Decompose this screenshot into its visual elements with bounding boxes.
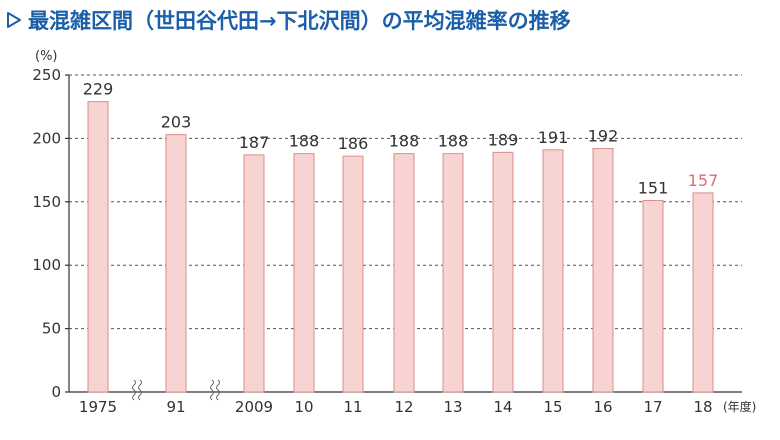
data-label-16: 192	[588, 127, 619, 146]
x-tick-label-12: 12	[394, 398, 413, 416]
x-tick-label-17: 17	[643, 398, 662, 416]
data-label-13: 188	[438, 132, 469, 151]
bar-18	[692, 192, 714, 393]
chart-title: 最混雑区間（世田谷代田→下北沢間）の平均混雑率の推移	[28, 9, 571, 33]
bar-13	[442, 153, 464, 393]
bar-17	[642, 200, 664, 393]
bar-12	[393, 153, 415, 393]
bar-2009	[243, 154, 265, 393]
data-label-10: 188	[289, 132, 320, 151]
data-label-12: 188	[389, 132, 420, 151]
y-tick-label-200: 200	[32, 129, 61, 147]
chart-title-block: 最混雑区間（世田谷代田→下北沢間）の平均混雑率の推移	[6, 4, 571, 36]
data-label-17: 151	[638, 179, 669, 198]
axis-break-mark-2-2	[216, 379, 220, 401]
x-tick-label-16: 16	[593, 398, 612, 416]
x-tick-label-91: 91	[166, 398, 185, 416]
x-tick-label-10: 10	[294, 398, 313, 416]
axis-break-mark-1-2	[138, 379, 142, 401]
data-label-2009: 187	[239, 133, 270, 152]
axis-break-mark-2-1	[210, 379, 214, 401]
x-unit-label: (年度)	[723, 399, 756, 414]
bar-91	[165, 134, 187, 393]
bar-10	[293, 153, 315, 393]
y-tick-label-100: 100	[32, 256, 61, 274]
y-unit-label: (%)	[35, 49, 58, 64]
x-tick-label-13: 13	[443, 398, 462, 416]
data-label-1975: 229	[83, 80, 114, 99]
axis-break-mark-1-1	[132, 379, 136, 401]
bar-11	[342, 155, 364, 393]
x-tick-label-14: 14	[493, 398, 512, 416]
data-label-14: 189	[488, 130, 519, 149]
y-tick-label-250: 250	[32, 66, 61, 84]
x-tick-label-18: 18	[693, 398, 712, 416]
x-tick-label-11: 11	[343, 398, 362, 416]
play-triangle-icon	[7, 12, 21, 28]
data-label-18: 157	[688, 171, 719, 190]
data-label-11: 186	[338, 134, 369, 153]
x-tick-label-1975: 1975	[79, 398, 117, 416]
data-label-15: 191	[538, 128, 569, 147]
y-tick-label-50: 50	[42, 320, 61, 338]
bar-15	[542, 149, 564, 393]
bar-14	[492, 151, 514, 393]
y-tick-label-0: 0	[51, 383, 61, 401]
x-tick-label-2009: 2009	[235, 398, 273, 416]
bar-1975	[87, 101, 109, 393]
x-tick-label-15: 15	[543, 398, 562, 416]
bar-16	[592, 148, 614, 393]
data-label-91: 203	[161, 113, 192, 132]
y-tick-label-150: 150	[32, 193, 61, 211]
